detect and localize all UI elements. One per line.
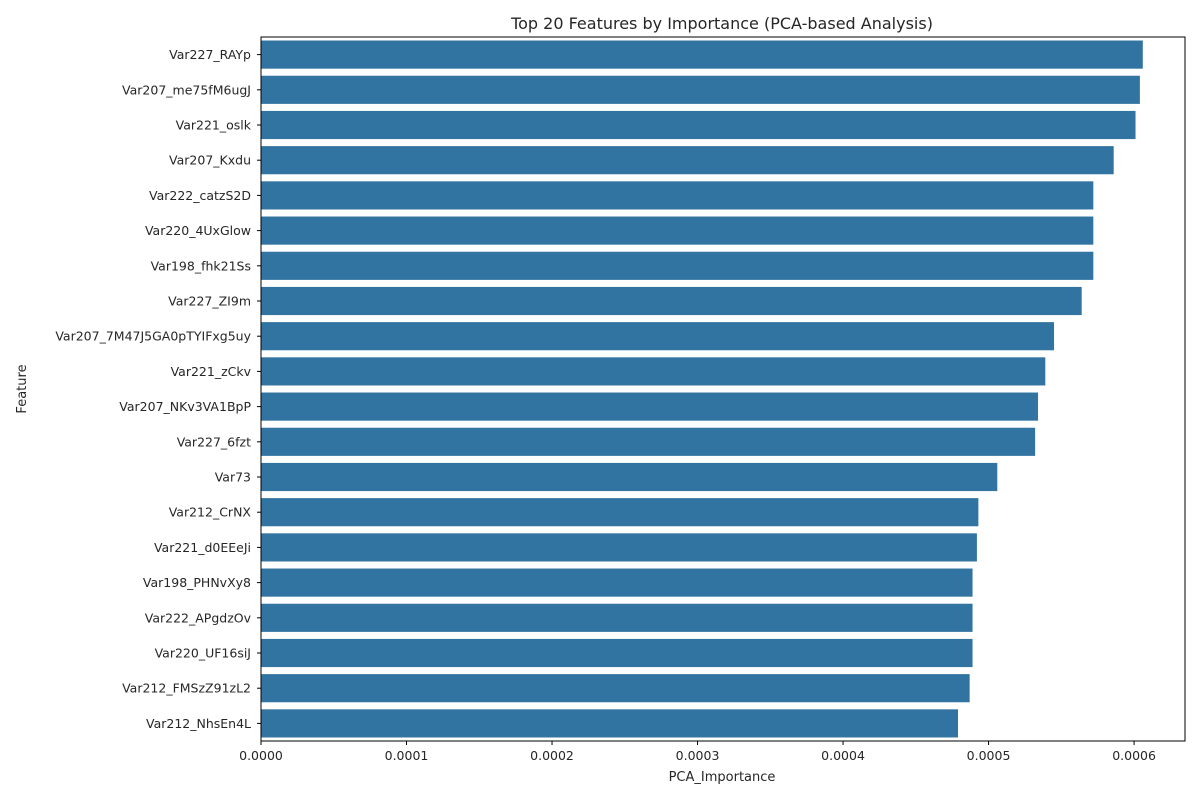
- y-tick-label: Var227_6fzt: [177, 434, 251, 449]
- plot-frame: [260, 36, 1186, 742]
- y-tick-label: Var220_4UxGlow: [145, 223, 251, 238]
- y-tick-label: Var222_catzS2D: [149, 188, 251, 203]
- y-tick-label: Var198_fhk21Ss: [151, 258, 251, 273]
- x-axis-label: PCA_Importance: [669, 770, 776, 785]
- y-tick-label: Var73: [215, 470, 251, 485]
- x-tick-label: 0.0001: [385, 748, 429, 763]
- y-axis-label: Feature: [15, 364, 30, 413]
- y-tick-label: Var207_Kxdu: [169, 153, 251, 168]
- bar: [261, 40, 1143, 69]
- y-tick-label: Var227_ZI9m: [168, 294, 251, 309]
- bar: [261, 146, 1114, 175]
- bar: [261, 357, 1046, 386]
- bar: [261, 603, 973, 632]
- chart-title: Top 20 Features by Importance (PCA-based…: [510, 14, 933, 33]
- y-tick-label: Var212_NhsEn4L: [146, 716, 251, 731]
- y-tick-label: Var222_APgdzOv: [145, 610, 252, 625]
- x-tick-label: 0.0000: [239, 748, 283, 763]
- bar: [261, 110, 1136, 140]
- y-tick-label: Var221_zCkv: [171, 364, 252, 379]
- bar: [261, 286, 1082, 316]
- y-tick-label: Var198_PHNvXy8: [143, 575, 251, 590]
- x-tick-label: 0.0002: [530, 748, 574, 763]
- bar: [261, 638, 973, 668]
- y-ticks: Var227_RAYp Var207_me75fM6ugJ Var221_oslk V…: [55, 47, 261, 731]
- x-tick-label: 0.0005: [967, 748, 1011, 763]
- x-tick-label: 0.0004: [821, 748, 865, 763]
- y-tick-label: Var220_UF16siJ: [155, 646, 251, 661]
- bar: [261, 462, 998, 492]
- x-tick-label: 0.0003: [676, 748, 720, 763]
- bar: [261, 251, 1094, 280]
- bar: [261, 75, 1140, 104]
- y-tick-label: Var221_oslk: [176, 118, 252, 133]
- y-tick-label: Var212_CrNX: [169, 505, 252, 520]
- bar: [261, 427, 1036, 456]
- y-tick-label: Var207_NKv3VA1BpP: [119, 399, 251, 414]
- bar: [261, 392, 1039, 421]
- y-tick-label: Var227_RAYp: [169, 47, 251, 62]
- y-tick-label: Var207_7M47J5GA0pTYIFxg5uy: [55, 329, 251, 344]
- bar: [261, 568, 973, 597]
- bar: [261, 181, 1094, 210]
- bar: [261, 322, 1055, 351]
- bar: [261, 674, 970, 703]
- y-tick-label: Var207_me75fM6ugJ: [122, 82, 251, 97]
- x-tick-label: 0.0006: [1112, 748, 1156, 763]
- bar: [261, 533, 977, 562]
- y-tick-label: Var212_FMSzZ91zL2: [122, 681, 251, 696]
- bar: [261, 216, 1094, 245]
- y-tick-label: Var221_d0EEeJi: [154, 540, 251, 555]
- x-ticks: 0.0000 0.0001 0.0002 0.0003 0.0004 0.0005 0.00…: [239, 741, 1156, 763]
- bars-layer: [261, 40, 1143, 738]
- bar: [261, 709, 959, 738]
- bar: [261, 498, 979, 527]
